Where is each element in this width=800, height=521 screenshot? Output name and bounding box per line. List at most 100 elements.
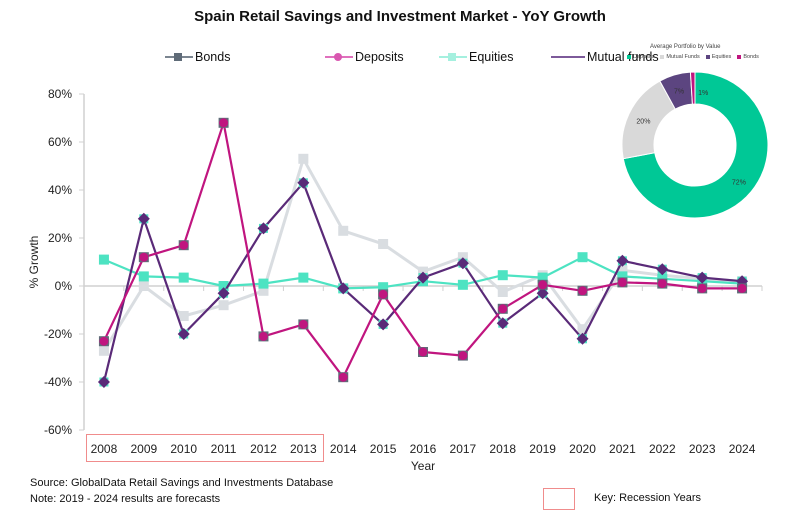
data-point-mutual-funds: [496, 317, 509, 330]
y-tick-label: 60%: [48, 135, 72, 149]
data-point-deposits: [418, 347, 428, 357]
data-point-equities: [218, 281, 229, 291]
data-point-bonds: [617, 265, 628, 276]
forecast-note: Note: 2019 - 2024 results are forecasts: [30, 493, 221, 505]
data-point-mutual-funds: [257, 222, 270, 235]
legend-label: Bonds: [195, 50, 231, 64]
data-point-bonds: [218, 300, 229, 311]
x-tick-label: 2023: [689, 442, 716, 456]
data-point-mutual-funds: [616, 254, 629, 267]
data-point-deposits: [219, 118, 229, 128]
x-tick-label: 2021: [609, 442, 636, 456]
data-point-deposits: [458, 351, 468, 361]
y-tick-label: -20%: [44, 327, 72, 341]
legend-item-deposits: Deposits: [325, 50, 439, 64]
data-point-deposits: [617, 277, 627, 287]
data-point-equities: [178, 272, 189, 283]
legend-swatch-equities: [439, 51, 467, 63]
legend-item-equities: Equities: [439, 50, 551, 64]
data-point-bonds: [138, 281, 149, 291]
legend-label: Deposits: [355, 50, 404, 64]
legend-label: Equities: [469, 50, 514, 64]
data-point-equities: [258, 278, 269, 289]
x-tick-label: 2013: [290, 442, 317, 456]
legend-swatch-deposits: [325, 51, 353, 63]
legend-label: Mutual funds: [587, 50, 659, 64]
donut-legend-item: Bonds: [737, 54, 759, 60]
data-point-bonds: [497, 287, 508, 297]
data-point-mutual-funds: [696, 271, 709, 284]
data-point-deposits: [697, 283, 707, 293]
x-tick-label: 2008: [91, 442, 118, 456]
data-point-deposits: [737, 283, 747, 293]
footer-notes: Source: GlobalData Retail Savings and In…: [30, 475, 333, 507]
donut-legend-label: Mutual Funds: [666, 54, 700, 60]
x-tick-label: 2010: [170, 442, 197, 456]
data-point-mutual-funds: [177, 328, 190, 340]
x-axis-title: Year: [411, 459, 435, 473]
donut-legend-item: Mutual Funds: [660, 54, 700, 60]
data-point-bonds: [98, 345, 109, 356]
x-tick-label: 2022: [649, 442, 676, 456]
chart-title: Spain Retail Savings and Investment Mark…: [194, 8, 606, 25]
donut-legend: Deposits Mutual Funds Equities Bonds: [627, 54, 765, 60]
source-text: Source: GlobalData Retail Savings and In…: [30, 477, 334, 489]
data-point-equities: [457, 279, 468, 290]
y-axis-title: % Growth: [27, 236, 41, 289]
y-tick-label: 40%: [48, 183, 72, 197]
donut-slice-deposits: [622, 71, 769, 219]
y-tick-label: -60%: [44, 423, 72, 437]
data-point-mutual-funds: [417, 271, 429, 284]
x-tick-label: 2015: [370, 442, 397, 456]
data-point-equities: [497, 270, 508, 281]
y-tick-label: 0%: [55, 279, 73, 293]
data-point-bonds: [258, 285, 269, 296]
data-point-deposits: [258, 331, 268, 341]
data-point-bonds: [577, 324, 588, 335]
data-point-deposits: [298, 319, 308, 329]
donut-legend-item: Equities: [705, 54, 731, 60]
x-tick-label: 2020: [569, 442, 596, 456]
data-point-mutual-funds: [217, 287, 230, 300]
x-tick-label: 2024: [729, 442, 756, 456]
x-tick-label: 2011: [211, 442, 237, 456]
donut-data-label: 20%: [636, 119, 650, 126]
x-tick-label: 2012: [250, 442, 277, 456]
y-tick-label: 20%: [48, 231, 72, 245]
data-point-mutual-funds: [337, 282, 350, 295]
data-point-mutual-funds: [576, 332, 589, 345]
data-point-mutual-funds: [377, 318, 390, 331]
data-point-deposits: [657, 279, 667, 289]
data-point-mutual-funds: [137, 212, 150, 225]
data-point-deposits: [578, 286, 588, 296]
data-point-deposits: [538, 280, 548, 290]
data-point-mutual-funds: [97, 376, 110, 388]
data-point-equities: [98, 254, 109, 265]
chart-legend: Bonds Deposits Equities Mutual funds: [165, 50, 659, 64]
donut-data-label: 7%: [674, 88, 684, 95]
data-point-deposits: [498, 304, 508, 314]
legend-swatch-mutual-funds: [551, 51, 585, 63]
data-point-mutual-funds: [656, 263, 669, 276]
donut-slice-bonds: [689, 71, 696, 105]
donut-title: Average Portfolio by Value: [650, 44, 721, 50]
legend-item-mutual-funds: Mutual funds: [551, 50, 659, 64]
data-point-bonds: [178, 311, 189, 321]
data-point-deposits: [139, 252, 149, 262]
legend-swatch-bonds: [165, 51, 193, 63]
data-point-mutual-funds: [536, 287, 549, 300]
data-point-deposits: [338, 372, 348, 382]
legend-item-bonds: Bonds: [165, 50, 325, 64]
data-point-equities: [617, 271, 628, 282]
y-tick-label: 80%: [48, 87, 72, 101]
x-tick-label: 2018: [489, 442, 516, 456]
data-point-equities: [298, 272, 309, 283]
donut-legend-item: Deposits: [627, 54, 654, 60]
data-point-bonds: [338, 225, 349, 236]
x-tick-label: 2017: [450, 442, 477, 456]
donut-data-label: 72%: [732, 179, 746, 186]
donut-legend-label: Bonds: [743, 54, 759, 60]
data-point-equities: [537, 272, 548, 283]
x-tick-label: 2016: [410, 442, 437, 456]
